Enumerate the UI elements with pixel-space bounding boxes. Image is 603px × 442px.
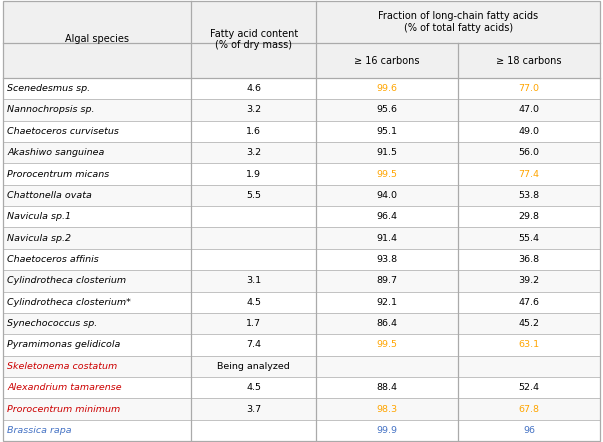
Text: 1.7: 1.7 (246, 319, 261, 328)
Bar (3, 313, 600, 334)
Text: 45.2: 45.2 (519, 319, 540, 328)
Text: Cylindrotheca closterium: Cylindrotheca closterium (7, 276, 127, 286)
Text: 56.0: 56.0 (519, 148, 540, 157)
Text: Pyramimonas gelidicola: Pyramimonas gelidicola (7, 340, 121, 350)
Text: Chaetoceros affinis: Chaetoceros affinis (7, 255, 99, 264)
Text: 96: 96 (523, 426, 535, 435)
Text: 47.6: 47.6 (519, 298, 540, 307)
Text: 29.8: 29.8 (519, 212, 540, 221)
Text: Prorocentrum micans: Prorocentrum micans (7, 170, 110, 179)
Bar (3, 398, 600, 420)
Text: Skeletonema costatum: Skeletonema costatum (7, 362, 118, 371)
Bar (3, 185, 600, 206)
Text: ≥ 18 carbons: ≥ 18 carbons (496, 56, 562, 65)
Text: 63.1: 63.1 (519, 340, 540, 350)
Bar (3, 420, 600, 441)
Text: 3.7: 3.7 (246, 404, 261, 414)
Bar (3, 1, 600, 78)
Bar (3, 142, 600, 164)
Text: 77.0: 77.0 (519, 84, 540, 93)
Text: 4.5: 4.5 (246, 383, 261, 392)
Text: 67.8: 67.8 (519, 404, 540, 414)
Bar (3, 334, 600, 356)
Text: Navicula sp.2: Navicula sp.2 (7, 234, 71, 243)
Text: Prorocentrum minimum: Prorocentrum minimum (7, 404, 121, 414)
Text: 1.6: 1.6 (246, 127, 261, 136)
Bar (3, 356, 600, 377)
Bar (3, 228, 600, 249)
Text: 39.2: 39.2 (519, 276, 540, 286)
Text: 93.8: 93.8 (377, 255, 398, 264)
Text: Navicula sp.1: Navicula sp.1 (7, 212, 71, 221)
Bar (3, 78, 600, 99)
Text: 5.5: 5.5 (246, 191, 261, 200)
Bar (3, 121, 600, 142)
Text: 7.4: 7.4 (246, 340, 261, 350)
Text: 99.6: 99.6 (377, 84, 397, 93)
Text: 92.1: 92.1 (377, 298, 397, 307)
Text: 49.0: 49.0 (519, 127, 540, 136)
Text: Fraction of long-chain fatty acids
(% of total fatty acids): Fraction of long-chain fatty acids (% of… (378, 11, 538, 33)
Bar (3, 164, 600, 185)
Text: Alexandrium tamarense: Alexandrium tamarense (7, 383, 122, 392)
Text: 88.4: 88.4 (377, 383, 397, 392)
Text: 77.4: 77.4 (519, 170, 540, 179)
Bar (3, 206, 600, 228)
Text: Chattonella ovata: Chattonella ovata (7, 191, 92, 200)
Text: 4.6: 4.6 (246, 84, 261, 93)
Text: Nannochropsis sp.: Nannochropsis sp. (7, 106, 95, 114)
Text: ≥ 16 carbons: ≥ 16 carbons (355, 56, 420, 65)
Text: 89.7: 89.7 (377, 276, 397, 286)
Text: 99.5: 99.5 (377, 340, 397, 350)
Bar (3, 292, 600, 313)
Text: 1.9: 1.9 (246, 170, 261, 179)
Text: 86.4: 86.4 (377, 319, 397, 328)
Text: Scenedesmus sp.: Scenedesmus sp. (7, 84, 90, 93)
Text: 91.5: 91.5 (377, 148, 397, 157)
Bar (3, 249, 600, 270)
Text: 3.2: 3.2 (246, 148, 261, 157)
Text: Cylindrotheca closterium*: Cylindrotheca closterium* (7, 298, 131, 307)
Bar (3, 99, 600, 121)
Text: 99.9: 99.9 (377, 426, 397, 435)
Text: Brassica rapa: Brassica rapa (7, 426, 72, 435)
Text: Synechococcus sp.: Synechococcus sp. (7, 319, 98, 328)
Text: 96.4: 96.4 (377, 212, 397, 221)
Text: 53.8: 53.8 (519, 191, 540, 200)
Text: 55.4: 55.4 (519, 234, 540, 243)
Bar (3, 377, 600, 398)
Text: 99.5: 99.5 (377, 170, 397, 179)
Text: Chaetoceros curvisetus: Chaetoceros curvisetus (7, 127, 119, 136)
Text: 3.1: 3.1 (246, 276, 261, 286)
Text: 98.3: 98.3 (377, 404, 398, 414)
Text: Being analyzed: Being analyzed (217, 362, 290, 371)
Text: Akashiwo sanguinea: Akashiwo sanguinea (7, 148, 104, 157)
Text: 91.4: 91.4 (377, 234, 397, 243)
Text: Algal species: Algal species (65, 34, 129, 44)
Text: 4.5: 4.5 (246, 298, 261, 307)
Text: 36.8: 36.8 (519, 255, 540, 264)
Text: 52.4: 52.4 (519, 383, 540, 392)
Text: 95.6: 95.6 (377, 106, 397, 114)
Text: Fatty acid content
(% of dry mass): Fatty acid content (% of dry mass) (210, 29, 298, 50)
Bar (3, 270, 600, 292)
Text: 95.1: 95.1 (377, 127, 397, 136)
Text: 3.2: 3.2 (246, 106, 261, 114)
Text: 47.0: 47.0 (519, 106, 540, 114)
Text: 94.0: 94.0 (377, 191, 397, 200)
